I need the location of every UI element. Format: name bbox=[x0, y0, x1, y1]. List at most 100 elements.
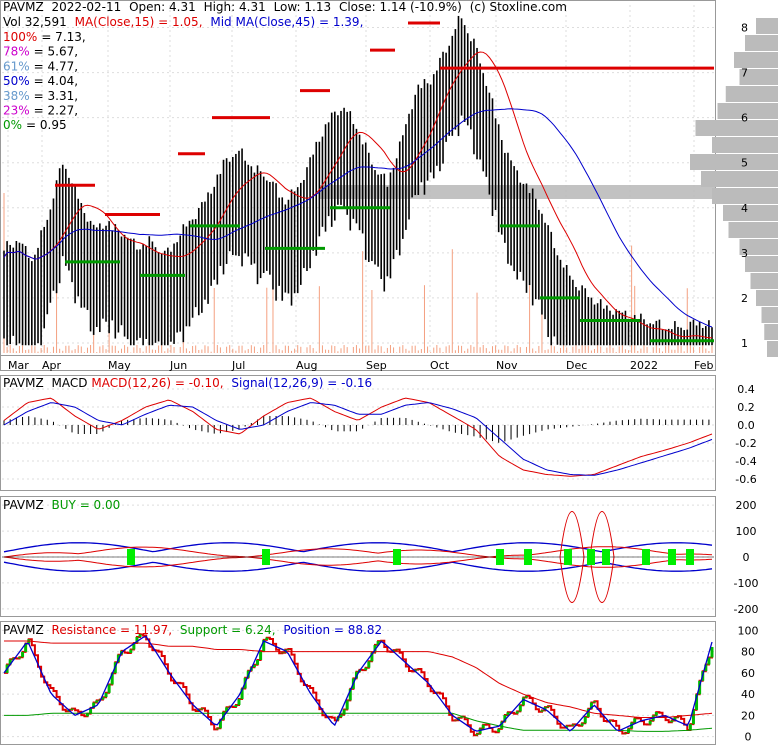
buy-panel-frame bbox=[0, 496, 716, 617]
price-x-tick: Jun bbox=[169, 359, 187, 372]
open-value: Open: 4.31 bbox=[129, 0, 196, 14]
signal-line bbox=[3, 402, 713, 476]
buy-marker bbox=[127, 549, 135, 565]
fib-level-text: 61% = 4.77, bbox=[3, 59, 78, 73]
volume-profile-bar bbox=[717, 103, 778, 119]
fib-level-label: 100% bbox=[3, 30, 37, 44]
position-line bbox=[3, 635, 713, 732]
rsp-y-tick: 40 bbox=[741, 688, 755, 701]
buy-y-tick: 200 bbox=[736, 499, 757, 512]
buy-marker bbox=[686, 549, 694, 565]
signal-label: Signal(12,26,9) = -0.16 bbox=[231, 376, 372, 390]
price-x-tick: Nov bbox=[496, 359, 518, 372]
buy-y-tick: -200 bbox=[734, 603, 759, 616]
fib-level-text: 38% = 3.31, bbox=[3, 89, 78, 103]
buy-marker bbox=[262, 549, 270, 565]
rsp-y-tick: 60 bbox=[741, 667, 755, 680]
fib-level-text: 100% = 7.13, bbox=[3, 30, 86, 44]
fib-level-label: 38% bbox=[3, 89, 30, 103]
header-line-2: Vol 32,591 MA(Close,15) = 1.05, Mid MA(C… bbox=[3, 15, 363, 29]
buy-red-line bbox=[3, 546, 713, 566]
price-y-tick: 2 bbox=[741, 292, 748, 305]
macd-label: MACD(12,26) = -0.10, bbox=[91, 376, 223, 390]
fib-level-text: 0% = 0.95 bbox=[3, 118, 67, 132]
price-y-tick: 1 bbox=[741, 337, 748, 350]
fib-level-text: 23% = 2.27, bbox=[3, 104, 78, 118]
fib-level-value: = 3.31, bbox=[34, 89, 78, 103]
price-x-tick: Feb bbox=[694, 359, 713, 372]
price-x-tick: Oct bbox=[430, 359, 450, 372]
ma-short-line bbox=[3, 51, 712, 339]
macd-title: PAVMZ MACD MACD(12,26) = -0.10, Signal(1… bbox=[3, 376, 372, 390]
price-y-tick: 7 bbox=[741, 67, 748, 80]
macd-name: MACD bbox=[52, 376, 88, 390]
fib-level-label: 78% bbox=[3, 45, 30, 59]
rsp-y-tick: 80 bbox=[741, 646, 755, 659]
ma-short-label: MA(Close,15) = 1.05, bbox=[75, 15, 203, 29]
macd-y-tick: -0.4 bbox=[735, 455, 756, 468]
fib-level-value: = 4.77, bbox=[34, 59, 78, 73]
volume-profile-bar bbox=[739, 69, 778, 85]
price-x-tick: May bbox=[108, 359, 131, 372]
close-value: Close: 1.14 (-10.9%) bbox=[339, 0, 462, 14]
ticker: PAVMZ bbox=[3, 0, 44, 14]
macd-y-tick: 0.0 bbox=[737, 419, 755, 432]
buy-marker bbox=[668, 549, 676, 565]
rsp-ticker: PAVMZ bbox=[3, 623, 44, 637]
ma-mid-line bbox=[3, 108, 713, 328]
macd-ticker: PAVMZ bbox=[3, 376, 44, 390]
fib-level-value: = 0.95 bbox=[26, 118, 67, 132]
volume-profile-bar bbox=[712, 137, 778, 153]
price-y-tick: 6 bbox=[741, 112, 748, 125]
volume-profile-bar bbox=[690, 154, 778, 170]
buy-marker bbox=[393, 549, 401, 565]
price-y-tick: 5 bbox=[741, 157, 748, 170]
volume-profile-bar bbox=[750, 273, 778, 289]
date: 2022-02-11 bbox=[52, 0, 122, 14]
fib-level-value: = 4.04, bbox=[34, 74, 78, 88]
support-line bbox=[4, 712, 713, 732]
volume-profile-bar bbox=[723, 205, 778, 221]
fib-level-value: = 7.13, bbox=[41, 30, 85, 44]
buy-marker bbox=[587, 549, 595, 565]
volume-profile-bar bbox=[712, 188, 778, 204]
macd-y-tick: 0.4 bbox=[737, 383, 755, 396]
fib-level-value: = 2.27, bbox=[34, 104, 78, 118]
resistance-line bbox=[4, 640, 713, 718]
position-label: Position = 88.82 bbox=[283, 623, 382, 637]
price-x-tick: 2022 bbox=[630, 359, 658, 372]
fib-level-text: 50% = 4.04, bbox=[3, 74, 78, 88]
macd-line bbox=[3, 397, 713, 477]
support-label: Support = 6.24, bbox=[180, 623, 276, 637]
source: (c) Stoxline.com bbox=[470, 0, 567, 14]
fib-level-label: 0% bbox=[3, 118, 22, 132]
rsp-y-tick: 0 bbox=[745, 731, 752, 744]
price-x-tick: Sep bbox=[366, 359, 387, 372]
buy-marker bbox=[524, 549, 532, 565]
volume-profile-bar bbox=[764, 324, 778, 340]
volume-profile-bar bbox=[756, 290, 778, 306]
buy-ticker: PAVMZ bbox=[3, 498, 44, 512]
volume-value: Vol 32,591 bbox=[3, 15, 67, 29]
fib-level-value: = 5.67, bbox=[34, 45, 78, 59]
low-value: Low: 1.13 bbox=[274, 0, 332, 14]
volume-profile-bar bbox=[725, 86, 778, 102]
volume-profile-bar bbox=[745, 256, 778, 272]
buy-title: PAVMZ BUY = 0.00 bbox=[3, 498, 120, 512]
volume-profile-bar bbox=[767, 341, 778, 357]
price-x-tick: Mar bbox=[8, 359, 29, 372]
buy-marker bbox=[602, 549, 610, 565]
rsp-y-tick: 20 bbox=[741, 709, 755, 722]
volume-profile-bar bbox=[761, 307, 778, 323]
price-y-tick: 4 bbox=[741, 202, 748, 215]
fib-level-text: 78% = 5.67, bbox=[3, 45, 78, 59]
high-value: High: 4.31 bbox=[204, 0, 266, 14]
price-x-tick: Jul bbox=[231, 359, 245, 372]
volume-profile-bar bbox=[756, 18, 778, 34]
header-line-1: PAVMZ 2022-02-11 Open: 4.31 High: 4.31 L… bbox=[3, 0, 567, 14]
fib-level-label: 61% bbox=[3, 59, 30, 73]
buy-label: BUY = 0.00 bbox=[52, 498, 121, 512]
price-x-tick: Dec bbox=[566, 359, 587, 372]
